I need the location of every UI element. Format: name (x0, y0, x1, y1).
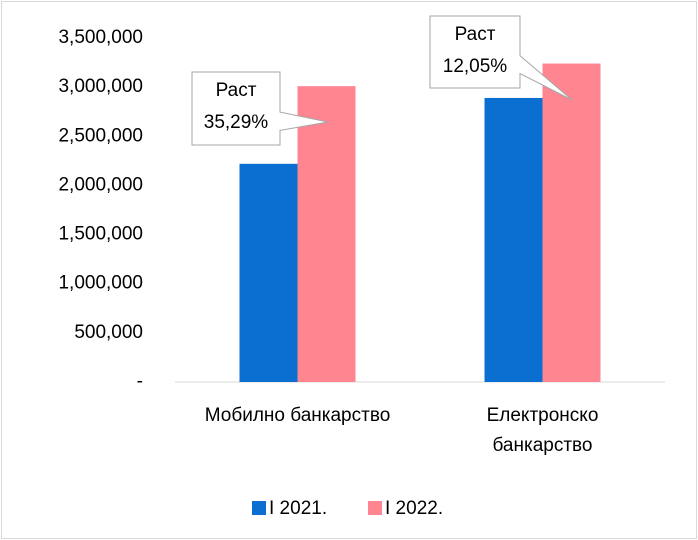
callout (191, 71, 329, 146)
legend-label: I 2022. (385, 498, 443, 519)
y-tick-label: 1,500,000 (58, 224, 143, 245)
x-tick-label: Електронско банкарство (486, 405, 599, 456)
legend-swatch (252, 501, 266, 515)
bar (297, 86, 356, 382)
y-tick-label: 2,000,000 (58, 174, 143, 195)
bar (484, 97, 543, 382)
bar (542, 63, 601, 382)
y-tick-label: 1,000,000 (58, 273, 143, 294)
annotation-text: Раст (455, 24, 496, 45)
legend-swatch (368, 501, 382, 515)
legend-label: I 2021. (269, 498, 327, 519)
y-tick-label: 3,500,000 (58, 27, 143, 48)
annotation-text: Раст (216, 80, 257, 101)
y-tick-label: 500,000 (74, 322, 143, 343)
annotation-text: 35,29% (204, 112, 269, 133)
y-tick-label: - (137, 371, 143, 392)
callout (429, 15, 573, 101)
annotation-text: 12,05% (443, 56, 508, 77)
y-tick-label: 3,000,000 (58, 76, 143, 97)
bar (239, 163, 298, 382)
x-tick-label: Мобилно банкарство (204, 405, 391, 426)
y-tick-label: 2,500,000 (58, 125, 143, 146)
